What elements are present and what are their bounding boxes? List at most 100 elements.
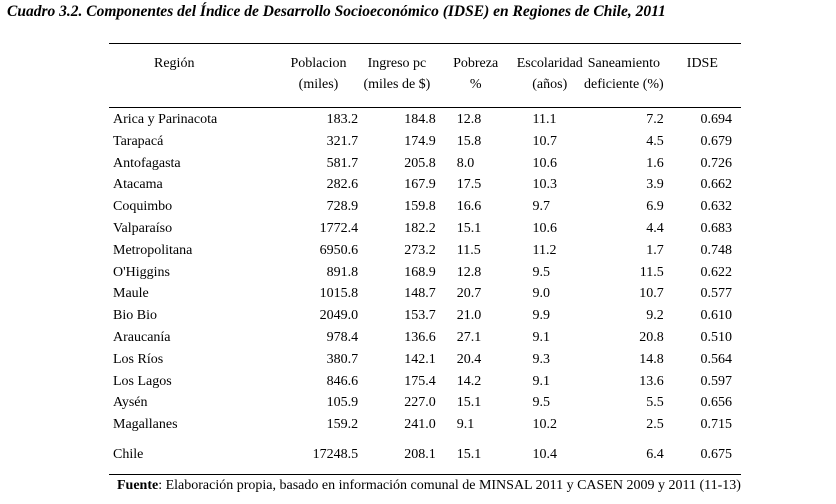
- cell-ingreso: 136.6: [404, 329, 436, 345]
- cell-ingreso: 153.7: [404, 308, 436, 324]
- cell-escolaridad: 9.5: [532, 264, 551, 280]
- cell-region: Magallanes: [113, 417, 178, 433]
- cell-pobreza: 15.1: [456, 220, 482, 236]
- header-pobreza: Pobreza%: [453, 56, 499, 92]
- cell-escolaridad: 10.2: [532, 417, 558, 433]
- cell-saneamiento: 20.8: [639, 329, 664, 345]
- top-rule: [109, 43, 741, 44]
- cell-saneamiento: 11.5: [639, 264, 664, 280]
- cell-pobreza: 15.1: [456, 395, 482, 411]
- cell-pobreza: 27.1: [456, 329, 482, 345]
- cell-pobreza: 20.7: [456, 286, 482, 302]
- cell-pobreza: 9.1: [456, 417, 475, 433]
- cell-region: Tarapacá: [113, 133, 164, 149]
- cell-escolaridad: 10.6: [532, 155, 558, 171]
- cell-region: Coquimbo: [113, 199, 173, 215]
- cell-region: Metropolitana: [113, 242, 193, 258]
- source-note: Fuente: Elaboración propia, basado en in…: [117, 478, 741, 494]
- cell-saneamiento: 14.8: [639, 351, 664, 367]
- cell-saneamiento: 4.4: [646, 220, 664, 236]
- cell-region: Arica y Parinacota: [113, 112, 218, 127]
- cell-region: Los Ríos: [113, 351, 164, 367]
- cell-poblacion: 978.4: [326, 329, 359, 345]
- cell-poblacion: 891.8: [326, 264, 359, 280]
- cell-pobreza: 15.1: [456, 446, 482, 462]
- cell-idse: 0.632: [700, 199, 733, 215]
- cell-pobreza: 8.0: [456, 155, 475, 171]
- cell-pobreza: 14.2: [456, 373, 482, 389]
- header-saneamiento: Saneamiento deficiente (%): [584, 56, 664, 92]
- cell-saneamiento: 2.5: [646, 417, 664, 433]
- header-region: Región: [154, 56, 195, 71]
- cell-ingreso: 175.4: [404, 373, 436, 389]
- cell-ingreso: 182.2: [404, 220, 436, 236]
- table-row: Maule 1015.8 148.7 20.7 9.0 10.7 0.577: [109, 283, 741, 305]
- table-row: Magallanes 159.2 241.0 9.1 10.2 2.5 0.715: [109, 414, 741, 436]
- cell-saneamiento: 5.5: [646, 395, 664, 411]
- cell-ingreso: 167.9: [404, 177, 436, 193]
- cell-idse: 0.662: [700, 177, 733, 193]
- cell-poblacion: 6950.6: [319, 242, 359, 258]
- cell-escolaridad: 11.1: [532, 112, 557, 127]
- cell-escolaridad: 9.5: [532, 395, 551, 411]
- cell-escolaridad: 10.4: [532, 446, 558, 462]
- cell-escolaridad: 11.2: [532, 242, 557, 258]
- source-text: : Elaboración propia, basado en informac…: [158, 478, 741, 493]
- cell-ingreso: 208.1: [404, 446, 436, 462]
- table-row: Los Ríos 380.7 142.1 20.4 9.3 14.8 0.564: [109, 349, 741, 371]
- cell-idse: 0.679: [700, 133, 733, 149]
- cell-poblacion: 380.7: [326, 351, 359, 367]
- cell-poblacion: 846.6: [326, 373, 359, 389]
- cell-pobreza: 15.8: [456, 133, 482, 149]
- table-row: Coquimbo 728.9 159.8 16.6 9.7 6.9 0.632: [109, 196, 741, 218]
- header-idse: IDSE: [686, 56, 718, 71]
- cell-region: Maule: [113, 286, 149, 302]
- table-row: Metropolitana 6950.6 273.2 11.5 11.2 1.7 0.748: [109, 240, 741, 262]
- cell-escolaridad: 9.1: [532, 329, 551, 345]
- cell-idse: 0.622: [700, 264, 733, 280]
- cell-region: Los Lagos: [113, 373, 172, 389]
- cell-escolaridad: 9.7: [532, 199, 551, 215]
- cell-idse: 0.715: [700, 417, 733, 433]
- cell-escolaridad: 9.3: [532, 351, 551, 367]
- cell-idse: 0.564: [700, 351, 733, 367]
- cell-ingreso: 184.8: [404, 112, 436, 127]
- cell-ingreso: 148.7: [404, 286, 436, 302]
- cell-idse: 0.694: [700, 112, 733, 127]
- table-body: Arica y Parinacota 183.2 184.8 12.8 11.1 7.2 0…: [109, 107, 741, 466]
- cell-escolaridad: 9.0: [532, 286, 551, 302]
- cell-pobreza: 20.4: [456, 351, 482, 367]
- cell-escolaridad: 10.6: [532, 220, 558, 236]
- cell-poblacion: 321.7: [326, 133, 359, 149]
- cell-ingreso: 168.9: [404, 264, 436, 280]
- table-row: Valparaíso 1772.4 182.2 15.1 10.6 4.4 0.683: [109, 218, 741, 240]
- header-rule: [109, 107, 741, 108]
- cell-escolaridad: 9.1: [532, 373, 551, 389]
- cell-region: O'Higgins: [113, 264, 170, 280]
- cell-poblacion: 1015.8: [319, 286, 359, 302]
- cell-poblacion: 105.9: [326, 395, 359, 411]
- cell-saneamiento: 7.2: [646, 112, 664, 127]
- cell-poblacion: 728.9: [326, 199, 359, 215]
- cell-saneamiento: 9.2: [646, 308, 664, 324]
- cell-escolaridad: 10.7: [532, 133, 558, 149]
- table-row: Araucanía 978.4 136.6 27.1 9.1 20.8 0.510: [109, 327, 741, 349]
- table-row: Atacama 282.6 167.9 17.5 10.3 3.9 0.662: [109, 174, 741, 196]
- bottom-rule: [109, 474, 741, 475]
- cell-saneamiento: 3.9: [646, 177, 664, 193]
- cell-saneamiento: 6.4: [646, 446, 664, 462]
- cell-poblacion: 17248.5: [312, 446, 359, 462]
- cell-poblacion: 282.6: [326, 177, 359, 193]
- cell-region: Araucanía: [113, 329, 171, 345]
- cell-saneamiento: 13.6: [639, 373, 664, 389]
- table-row: Aysén 105.9 227.0 15.1 9.5 5.5 0.656: [109, 392, 741, 414]
- cell-idse: 0.726: [700, 155, 733, 171]
- table-row: Los Lagos 846.6 175.4 14.2 9.1 13.6 0.597: [109, 371, 741, 393]
- cell-idse: 0.610: [700, 308, 733, 324]
- cell-poblacion: 159.2: [326, 417, 359, 433]
- cell-idse: 0.748: [700, 242, 733, 258]
- cell-idse: 0.675: [700, 446, 733, 462]
- cell-saneamiento: 4.5: [646, 133, 664, 149]
- cell-escolaridad: 9.9: [532, 308, 551, 324]
- cell-poblacion: 1772.4: [319, 220, 359, 236]
